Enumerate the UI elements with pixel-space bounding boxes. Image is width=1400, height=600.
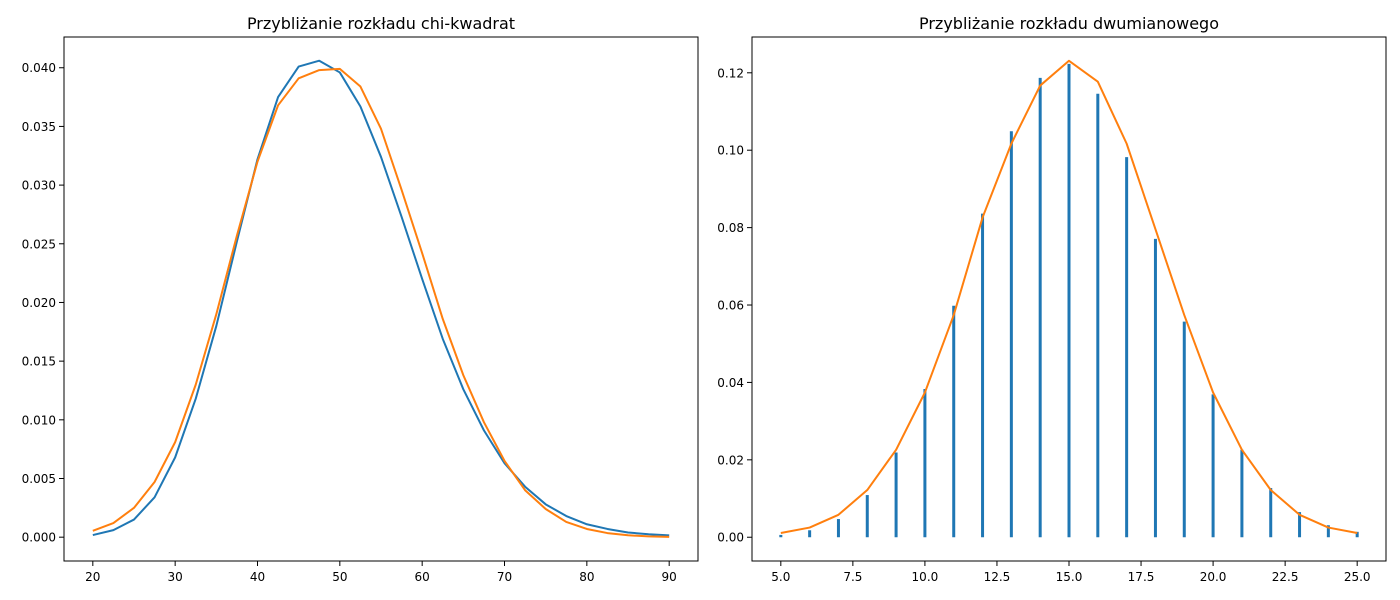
chi-square-y-tick-label: 0.035 [22,120,56,134]
chi-square-y-tick-label: 0.020 [22,296,56,310]
binomial-y-tick-label: 0.12 [717,66,744,80]
binomial-x-tick-label: 25.0 [1344,570,1371,584]
binomial-x-tick-label: 17.5 [1128,570,1155,584]
chart-title-chi-square: Przybliżanie rozkładu chi-kwadrat [247,14,515,33]
binomial-y-tick-label: 0.06 [717,299,744,313]
chi-square-x-tick-label: 90 [662,570,677,584]
binomial-x-tick-label: 22.5 [1272,570,1299,584]
binomial-x-tick-label: 7.5 [843,570,862,584]
chi-square-series-1-line [92,59,670,537]
binomial-x-tick-label: 5.0 [771,570,790,584]
binomial-y-tick-label: 0.10 [717,144,744,158]
chi-square-x-tick-label: 80 [579,570,594,584]
chi-square-y-tick-label: 0.040 [22,61,56,75]
chi-square-y-tick-label: 0.010 [22,413,56,427]
chi-square-y-tick-label: 0.015 [22,355,56,369]
chi-square-x-tick-label: 70 [497,570,512,584]
chi-square-plot-area: 20 30 40 50 60 70 80 90 0.000 0.005 0.010 0.015 0.02… [22,59,677,584]
chi-square-axes-frame [63,36,699,562]
chi-square-x-tick-label: 50 [332,570,347,584]
binomial-series-2-line [780,59,1358,534]
binomial-y-tick-label: 0.08 [717,221,744,235]
binomial-chart: Przybliżanie rozkładu dwumianowego 5.0 7.… [717,14,1387,584]
chi-square-x-tick-label: 30 [168,570,183,584]
binomial-y-tick-label: 0.04 [717,376,744,390]
chi-square-y-tick-label: 0.000 [22,531,56,545]
binomial-y-tick-label: 0.00 [717,531,744,545]
binomial-y-tick-label: 0.02 [717,453,744,467]
binomial-plot-area: 5.0 7.5 10.0 12.5 15.0 17.5 20.0 22.5 25.0 0.00 0.… [717,59,1371,584]
binomial-axes-frame [751,36,1387,562]
chi-square-y-tick-label: 0.005 [22,472,56,486]
binomial-x-tick-label: 12.5 [984,570,1011,584]
chi-square-y-tick-label: 0.030 [22,179,56,193]
chart-title-binomial: Przybliżanie rozkładu dwumianowego [919,14,1219,33]
binomial-x-tick-label: 15.0 [1056,570,1083,584]
chi-square-y-tick-label: 0.025 [22,237,56,251]
chi-square-chart: Przybliżanie rozkładu chi-kwadrat 20 30 40… [22,14,699,584]
chi-square-x-tick-label: 40 [250,570,265,584]
chi-square-x-tick-label: 60 [415,570,430,584]
chi-square-series-2-line [92,67,670,538]
binomial-x-tick-label: 20.0 [1200,570,1227,584]
binomial-x-tick-label: 10.0 [912,570,939,584]
chi-square-x-tick-label: 20 [85,570,100,584]
